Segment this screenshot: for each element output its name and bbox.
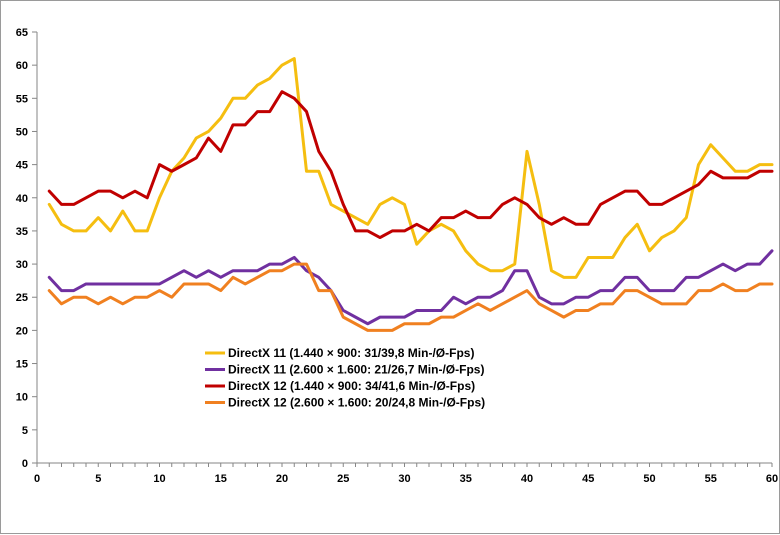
y-tick-label: 50 [16,126,28,138]
y-tick-label: 20 [16,325,28,337]
legend-label-2: DirectX 11 (2.600 × 1.600: 21/26,7 Min-/… [228,363,484,377]
y-tick-label: 30 [16,259,28,271]
x-tick-label: 15 [215,473,227,485]
y-tick-label: 60 [16,60,28,72]
axes [32,31,773,467]
series-line-2 [47,249,774,326]
tick-labels: 0 5 10 15 20 25 30 35 40 45 50 55 60 65 0 5 10 15 20 25 30 35… [16,27,778,485]
y-tick-label: 0 [22,458,28,470]
y-tick-label: 25 [16,292,28,304]
y-tick-label: 35 [16,226,28,238]
y-tick-label: 55 [16,93,28,105]
series-line-3 [47,90,774,240]
series-lines [47,57,774,332]
series-line-1 [47,57,774,279]
x-tick-label: 40 [521,473,533,485]
x-tick-label: 30 [398,473,410,485]
y-tick-label: 15 [16,359,28,371]
x-tick-label: 45 [582,473,594,485]
legend: DirectX 11 (1.440 × 900: 31/39,8 Min-/Ø-… [205,346,485,410]
x-tick-label: 20 [276,473,288,485]
y-tick-label: 5 [22,425,28,437]
y-tick-label: 10 [16,392,28,404]
x-tick-label: 0 [34,473,40,485]
x-tick-label: 50 [643,473,655,485]
y-tick-label: 45 [16,160,28,172]
y-tick-label: 40 [16,193,28,205]
y-tick-label: 65 [16,27,28,39]
legend-label-1: DirectX 11 (1.440 × 900: 31/39,8 Min-/Ø-… [228,346,474,360]
x-tick-label: 60 [766,473,778,485]
series-line-4 [47,262,774,332]
x-tick-label: 10 [153,473,165,485]
legend-label-3: DirectX 12 (1.440 × 900: 34/41,6 Min-/Ø-… [228,379,475,393]
x-tick-label: 35 [460,473,472,485]
x-tick-label: 55 [705,473,717,485]
legend-label-4: DirectX 12 (2.600 × 1.600: 20/24,8 Min-/… [228,396,485,410]
x-tick-label: 25 [337,473,349,485]
x-tick-label: 5 [95,473,101,485]
